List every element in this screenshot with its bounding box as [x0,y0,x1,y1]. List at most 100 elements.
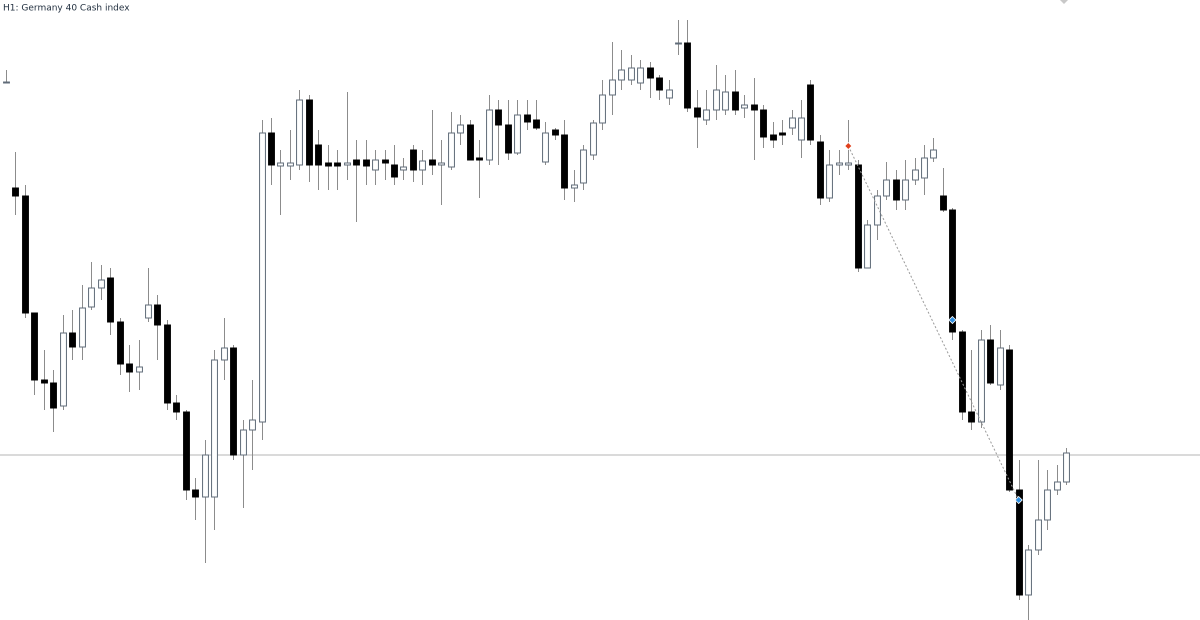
candle-body [154,304,161,326]
candle-body [296,99,303,166]
candle-body [221,347,228,361]
candle-body [836,162,843,166]
candle-body [524,114,531,123]
candle-body [3,81,10,84]
candle-body [249,419,256,431]
candle-body [107,277,114,323]
candle-body [533,119,540,129]
candle-body [628,67,635,81]
candle-body [98,279,105,289]
candle-body [268,132,275,166]
candle-body [864,224,871,269]
candle-body [41,379,48,384]
plot [0,20,1200,620]
candle-body [684,42,691,109]
candle-body [978,339,985,423]
candle-body [419,160,426,171]
candle-body [760,109,767,138]
candle-body [940,195,947,211]
candle-body [807,84,814,141]
candle-body [240,429,247,456]
candle-body [259,132,266,423]
candle-body [987,339,994,384]
scroll-marker [1060,0,1068,4]
candle-body [599,94,606,124]
candle-body [921,157,928,179]
candle-body [949,209,956,333]
candle-body [173,402,180,413]
candle-body [817,141,824,199]
candle-body [826,164,833,199]
candle-body [1035,519,1042,551]
candle-body [192,489,199,498]
candle-body [391,164,398,178]
chart-title: H1: Germany 40 Cash index [3,4,130,14]
candle-body [211,359,218,498]
candle-body [722,91,729,111]
candle-body [79,307,86,348]
candle-body [287,162,294,167]
candle-body [183,411,190,491]
candle-body [164,324,171,404]
candle-body [1063,452,1070,483]
candle-body [647,67,654,79]
candle-body [959,331,966,413]
candle-body [751,104,758,111]
candle-body [486,109,493,161]
candle-body [50,382,57,409]
candle-body [675,42,682,45]
candle-body [1044,489,1051,521]
candle-body [789,117,796,129]
candle-body [561,134,568,189]
candle-body [713,89,720,111]
candle-body [1054,481,1061,491]
trade-line [847,145,1020,501]
candle-body [1025,549,1032,596]
candle-body [893,179,900,201]
trade-marker [844,141,853,151]
candle-body [656,77,663,91]
candle-body [798,117,805,141]
candle-body [779,132,786,136]
candle-body [230,347,237,456]
candle-body [874,195,881,226]
candle-body [315,144,322,166]
candle-body [666,89,673,99]
candle-body [60,332,67,407]
candle-body [930,149,937,159]
candle-body [495,109,502,126]
candle-body [703,109,710,121]
candle-body [637,67,644,84]
candle-body [117,321,124,365]
candle-body [1006,349,1013,491]
candle-body [88,287,95,308]
candle-body [410,149,417,171]
candle-body [694,107,701,118]
candle-body [902,179,909,201]
candle-body [22,195,29,314]
candle-body [126,363,133,373]
candle-body [334,162,341,167]
candle-body [912,169,919,181]
candle-body [202,454,209,498]
candle-body [732,91,739,111]
candle-body [514,114,521,154]
candle-body [618,69,625,81]
candle-body [505,124,512,154]
candle-body [353,159,360,166]
candle-body [590,122,597,156]
candle-body [542,132,549,163]
candle-body [571,184,578,189]
candle-body [741,104,748,109]
candle-body [382,159,389,164]
candle-body [136,366,143,373]
candle-body [968,411,975,423]
candle-body [69,332,76,348]
candle-body [855,164,862,269]
candle-body [552,129,559,136]
candle-body [770,134,777,141]
candle-body [448,132,455,168]
candle-body [325,162,332,167]
